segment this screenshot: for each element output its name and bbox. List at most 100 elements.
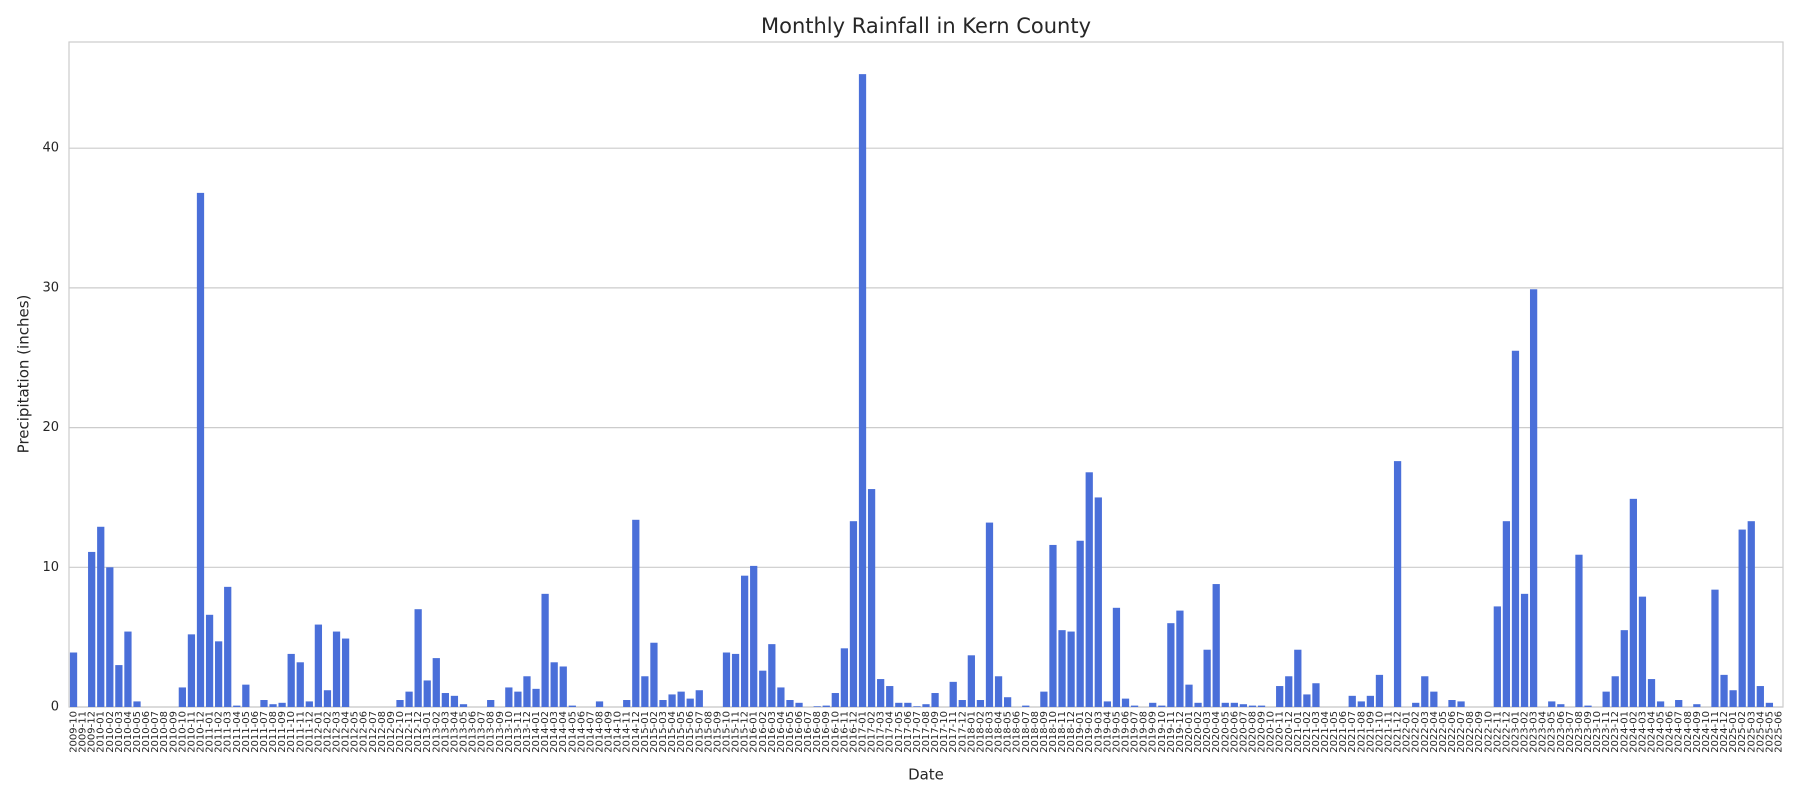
bar: [1602, 691, 1610, 707]
x-tick-label: 2024-11: [1710, 711, 1721, 753]
bar: [305, 701, 313, 707]
x-tick-label: 2014-07: [585, 711, 596, 753]
bar: [659, 700, 667, 707]
x-tick-label: 2015-01: [640, 711, 651, 753]
bar: [1194, 702, 1202, 707]
x-tick-label: 2012-08: [377, 711, 388, 753]
bar: [1285, 676, 1293, 707]
bar: [831, 693, 839, 707]
bar: [731, 653, 740, 707]
x-tick-label: 2024-05: [1656, 711, 1667, 753]
bar: [178, 687, 186, 707]
bar: [559, 666, 567, 707]
x-tick-label: 2015-11: [731, 711, 742, 753]
bar: [1103, 701, 1112, 707]
x-tick-label: 2018-05: [1003, 711, 1014, 753]
x-tick-label: 2018-01: [966, 711, 977, 753]
x-tick-label: 2022-02: [1411, 711, 1422, 753]
bar: [287, 653, 295, 707]
x-tick-label: 2013-01: [422, 711, 433, 753]
x-tick-label: 2019-12: [1175, 711, 1186, 753]
y-tick-label: 40: [42, 141, 59, 156]
bar: [1040, 691, 1048, 707]
x-tick-label: 2017-11: [948, 711, 959, 753]
bar: [1765, 702, 1774, 707]
x-tick-label: 2013-02: [431, 711, 442, 753]
bar: [396, 700, 404, 707]
x-tick-label: 2012-07: [368, 711, 379, 753]
bar: [1049, 544, 1057, 707]
bar: [1647, 679, 1656, 707]
bar: [1638, 596, 1647, 707]
y-tick-label: 30: [42, 280, 59, 295]
x-tick-label: 2016-05: [785, 711, 796, 753]
x-tick-label: 2012-12: [413, 711, 424, 753]
x-tick-label: 2017-03: [876, 711, 887, 753]
bar: [768, 644, 776, 707]
bar: [858, 74, 867, 708]
x-tick-label: 2023-06: [1556, 711, 1567, 753]
x-tick-label: 2015-06: [685, 711, 696, 753]
x-tick-label: 2020-08: [1247, 711, 1258, 753]
bar: [1584, 705, 1592, 707]
x-tick-label: 2022-03: [1420, 711, 1431, 753]
x-tick-label: 2022-04: [1429, 711, 1440, 753]
bar: [1248, 705, 1257, 707]
x-tick-label: 2017-01: [858, 711, 869, 753]
x-tick-label: 2019-01: [1075, 711, 1086, 753]
x-tick-label: 2014-04: [558, 711, 569, 753]
x-tick-label: 2014-09: [604, 711, 615, 753]
x-tick-label: 2022-11: [1492, 711, 1503, 753]
x-tick-label: 2011-01: [205, 711, 216, 753]
x-tick-label: 2017-08: [921, 711, 932, 753]
x-tick-label: 2009-10: [69, 711, 80, 753]
x-tick-label: 2012-02: [322, 711, 333, 753]
x-tick-label: 2018-06: [1012, 711, 1023, 753]
bar: [115, 665, 123, 707]
x-tick-label: 2022-07: [1456, 711, 1467, 753]
x-tick-label: 2012-09: [386, 711, 397, 753]
bar: [314, 624, 323, 707]
bar: [341, 638, 350, 707]
bar: [532, 688, 540, 707]
x-tick-label: 2019-10: [1157, 711, 1168, 753]
x-tick-label: 2014-08: [595, 711, 606, 753]
bar: [541, 593, 549, 707]
x-tick-label: 2022-10: [1483, 711, 1494, 753]
x-tick-label: 2021-10: [1374, 711, 1385, 753]
x-tick-label: 2025-05: [1764, 711, 1775, 753]
bar: [97, 526, 105, 707]
bar: [296, 662, 304, 707]
bar: [1529, 289, 1538, 707]
bar: [1502, 521, 1511, 707]
bar: [278, 702, 286, 707]
x-tick-label: 2024-02: [1628, 711, 1639, 753]
bar: [1457, 701, 1465, 707]
x-tick-label: 2010-11: [186, 711, 197, 753]
x-tick-label: 2011-09: [277, 711, 288, 753]
x-tick-label: 2010-04: [123, 711, 134, 753]
bar: [323, 690, 332, 707]
x-tick-label: 2016-06: [794, 711, 805, 753]
x-tick-label: 2024-10: [1701, 711, 1712, 753]
bar: [1312, 683, 1320, 707]
x-tick-label: 2023-11: [1601, 711, 1612, 753]
bar: [1085, 472, 1093, 707]
bar: [441, 693, 449, 707]
bar: [1230, 702, 1238, 707]
x-tick-label: 2020-05: [1220, 711, 1231, 753]
x-tick-label: 2022-06: [1447, 711, 1458, 753]
bar: [1412, 702, 1420, 707]
x-tick-label: 2020-03: [1202, 711, 1213, 753]
x-tick-label: 2020-04: [1211, 711, 1222, 753]
x-tick-label: 2022-01: [1402, 711, 1413, 753]
bar: [777, 687, 785, 707]
bar: [269, 704, 277, 707]
x-tick-label: 2013-08: [486, 711, 497, 753]
x-tick-label: 2011-10: [286, 711, 297, 753]
x-tick-label: 2015-05: [676, 711, 687, 753]
x-tick-label: 2018-12: [1066, 711, 1077, 753]
x-tick-label: 2017-06: [903, 711, 914, 753]
